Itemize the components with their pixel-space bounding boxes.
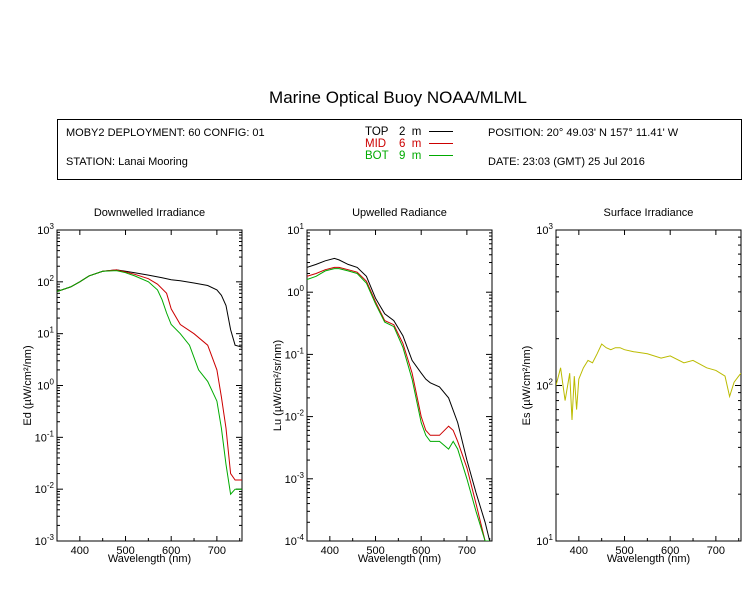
x-tick-label: 600	[661, 545, 679, 557]
y-tick-label: 10-2	[35, 481, 55, 496]
plot-frame	[56, 229, 243, 542]
series-line-mid	[57, 269, 242, 481]
series-line-top	[307, 257, 491, 541]
chart-title: Surface Irradiance	[604, 207, 694, 219]
chart-panel-3: Surface Irradiance 400 500 600 700 101 102 103 W…	[521, 207, 742, 565]
chart-panel-2: Upwelled Radiance 400 500 600 700 10-4 10-3 10-…	[272, 207, 493, 565]
y-tick-label: 103	[536, 222, 553, 237]
y-tick-label: 103	[37, 222, 54, 237]
legend-label: TOP	[365, 126, 389, 138]
date-text: DATE: 23:03 (GMT) 25 Jul 2016	[488, 156, 645, 168]
legend-item-top: TOP 2 m	[365, 126, 454, 138]
info-box: MOBY2 DEPLOYMENT: 60 CONFIG: 01 STATION:…	[57, 119, 742, 180]
position-text: POSITION: 20° 49.03' N 157° 11.41' W	[488, 127, 679, 139]
main-title: Marine Optical Buoy NOAA/MLML	[269, 88, 527, 107]
legend-line-sample	[429, 155, 454, 157]
plot-frame	[306, 229, 493, 542]
legend-depth: 2 m	[399, 126, 422, 138]
x-tick-label: 500	[615, 545, 633, 557]
y-tick-label: 102	[536, 378, 553, 393]
y-tick-label: 100	[37, 378, 54, 393]
y-tick-label: 101	[287, 222, 304, 237]
x-tick-label: 400	[570, 545, 588, 557]
y-tick-label: 100	[287, 284, 304, 299]
y-axis-label: Es (µW/cm²/nm)	[521, 346, 533, 426]
station-text: STATION: Lanai Mooring	[66, 156, 188, 168]
y-tick-label: 10-3	[285, 471, 305, 486]
y-axis-label: Lu (µW/cm²/sr/nm)	[272, 340, 284, 431]
deployment-text: MOBY2 DEPLOYMENT: 60 CONFIG: 01	[66, 127, 265, 139]
x-tick-label: 700	[707, 545, 725, 557]
y-tick-label: 10-2	[285, 409, 305, 424]
legend-item-mid: MID 6 m	[365, 138, 454, 150]
legend-line-sample	[429, 143, 454, 145]
y-tick-label: 101	[536, 533, 553, 548]
x-tick-label: 400	[321, 545, 339, 557]
plot-frame	[555, 229, 742, 542]
series-line-bot	[57, 270, 242, 496]
y-axis-label: Ed (µW/cm²/nm)	[22, 345, 34, 425]
x-axis-label: Wavelength (nm)	[607, 553, 690, 565]
x-axis-label: Wavelength (nm)	[108, 553, 191, 565]
legend-label: BOT	[365, 150, 389, 162]
series-line-top	[57, 269, 242, 348]
x-tick-label: 700	[208, 545, 226, 557]
y-tick-label: 10-4	[285, 533, 305, 548]
legend-label: MID	[365, 138, 387, 150]
x-tick-label: 600	[162, 545, 180, 557]
series-line-surface	[556, 343, 741, 421]
x-tick-label: 600	[412, 545, 430, 557]
legend-depth: 9 m	[399, 150, 422, 162]
series-line-mid	[307, 266, 490, 541]
legend-line-sample	[429, 131, 454, 133]
chart-panel-1: Downwelled Irradiance 400 500 600 700 10-3 10-…	[22, 207, 243, 565]
y-tick-label: 10-1	[35, 429, 55, 444]
y-tick-label: 101	[37, 326, 54, 341]
y-tick-label: 102	[37, 274, 54, 289]
legend-item-bot: BOT 9 m	[365, 150, 454, 162]
x-tick-label: 400	[71, 545, 89, 557]
series-line-bot	[307, 268, 490, 541]
x-tick-label: 700	[458, 545, 476, 557]
y-tick-label: 10-1	[285, 346, 305, 361]
chart-title: Upwelled Radiance	[352, 207, 447, 219]
x-axis-label: Wavelength (nm)	[358, 553, 441, 565]
x-tick-label: 500	[116, 545, 134, 557]
chart-title: Downwelled Irradiance	[94, 207, 205, 219]
x-tick-label: 500	[366, 545, 384, 557]
legend-depth: 6 m	[399, 138, 422, 150]
y-tick-label: 10-3	[35, 533, 55, 548]
